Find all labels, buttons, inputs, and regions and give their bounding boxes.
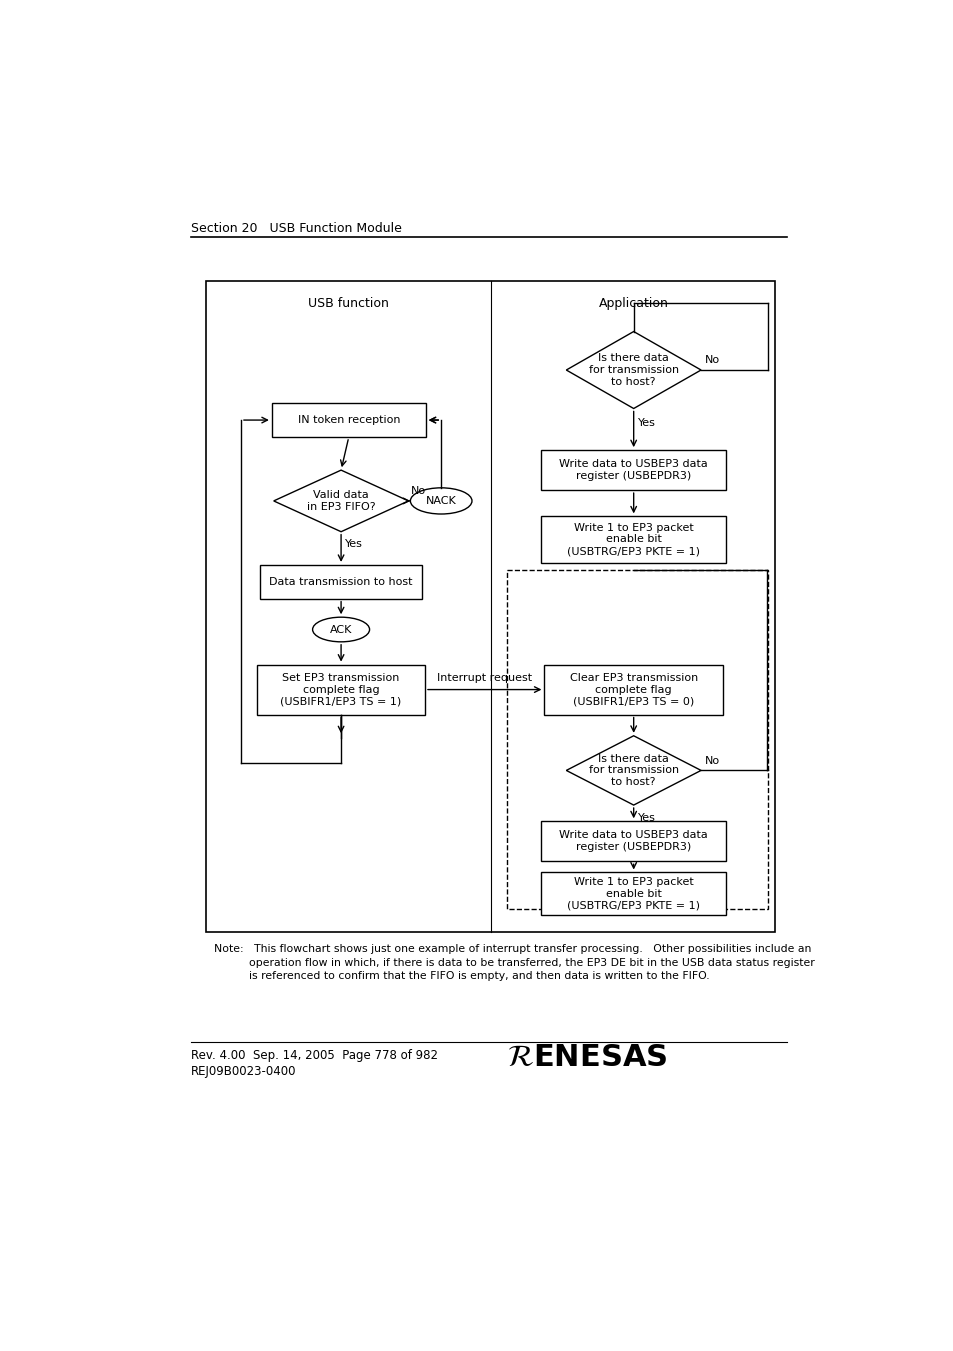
Text: Interrupt request: Interrupt request xyxy=(436,673,532,684)
Text: IN token reception: IN token reception xyxy=(297,415,399,426)
Text: NACK: NACK xyxy=(425,496,456,505)
Text: No: No xyxy=(704,755,720,766)
Bar xyxy=(540,450,725,490)
Polygon shape xyxy=(566,331,700,408)
Bar xyxy=(272,403,425,436)
Ellipse shape xyxy=(410,488,472,513)
Text: Clear EP3 transmission
complete flag
(USBIFR1/EP3 TS = 0): Clear EP3 transmission complete flag (US… xyxy=(569,673,697,707)
Text: Write data to USBEP3 data
register (USBEPDR3): Write data to USBEP3 data register (USBE… xyxy=(558,459,707,481)
Text: Valid data
in EP3 FIFO?: Valid data in EP3 FIFO? xyxy=(307,490,375,512)
Bar xyxy=(544,665,722,715)
Text: USB function: USB function xyxy=(308,296,389,309)
Polygon shape xyxy=(566,736,700,805)
Text: Yes: Yes xyxy=(637,813,655,823)
Text: No: No xyxy=(704,355,720,365)
Bar xyxy=(540,873,725,915)
Text: Section 20   USB Function Module: Section 20 USB Function Module xyxy=(191,223,401,235)
Bar xyxy=(206,281,774,932)
Text: Rev. 4.00  Sep. 14, 2005  Page 778 of 982: Rev. 4.00 Sep. 14, 2005 Page 778 of 982 xyxy=(191,1050,437,1062)
Text: REJ09B0023-0400: REJ09B0023-0400 xyxy=(191,1065,296,1078)
Text: Set EP3 transmission
complete flag
(USBIFR1/EP3 TS = 1): Set EP3 transmission complete flag (USBI… xyxy=(280,673,401,707)
Text: Note:   This flowchart shows just one example of interrupt transfer processing. : Note: This flowchart shows just one exam… xyxy=(213,943,811,954)
Polygon shape xyxy=(274,470,408,532)
Text: No: No xyxy=(411,486,425,496)
Text: Is there data
for transmission
to host?: Is there data for transmission to host? xyxy=(588,354,678,386)
Text: Application: Application xyxy=(598,296,668,309)
Text: Write 1 to EP3 packet
enable bit
(USBTRG/EP3 PKTE = 1): Write 1 to EP3 packet enable bit (USBTRG… xyxy=(567,877,700,911)
Text: $\mathcal{R}$ENESAS: $\mathcal{R}$ENESAS xyxy=(506,1043,666,1073)
Text: Is there data
for transmission
to host?: Is there data for transmission to host? xyxy=(588,754,678,788)
Bar xyxy=(540,516,725,562)
Bar xyxy=(540,821,725,862)
Text: Write 1 to EP3 packet
enable bit
(USBTRG/EP3 PKTE = 1): Write 1 to EP3 packet enable bit (USBTRG… xyxy=(567,523,700,557)
Bar xyxy=(257,665,425,715)
Text: operation flow in which, if there is data to be transferred, the EP3 DE bit in t: operation flow in which, if there is dat… xyxy=(213,958,814,967)
Text: Yes: Yes xyxy=(637,417,655,428)
Text: Write data to USBEP3 data
register (USBEPDR3): Write data to USBEP3 data register (USBE… xyxy=(558,831,707,852)
Text: is referenced to confirm that the FIFO is empty, and then data is written to the: is referenced to confirm that the FIFO i… xyxy=(213,971,709,981)
Bar xyxy=(506,570,767,909)
Bar xyxy=(260,565,421,598)
Text: Yes: Yes xyxy=(345,539,362,550)
Text: Data transmission to host: Data transmission to host xyxy=(269,577,413,586)
Text: ACK: ACK xyxy=(330,624,352,635)
Ellipse shape xyxy=(313,617,369,642)
